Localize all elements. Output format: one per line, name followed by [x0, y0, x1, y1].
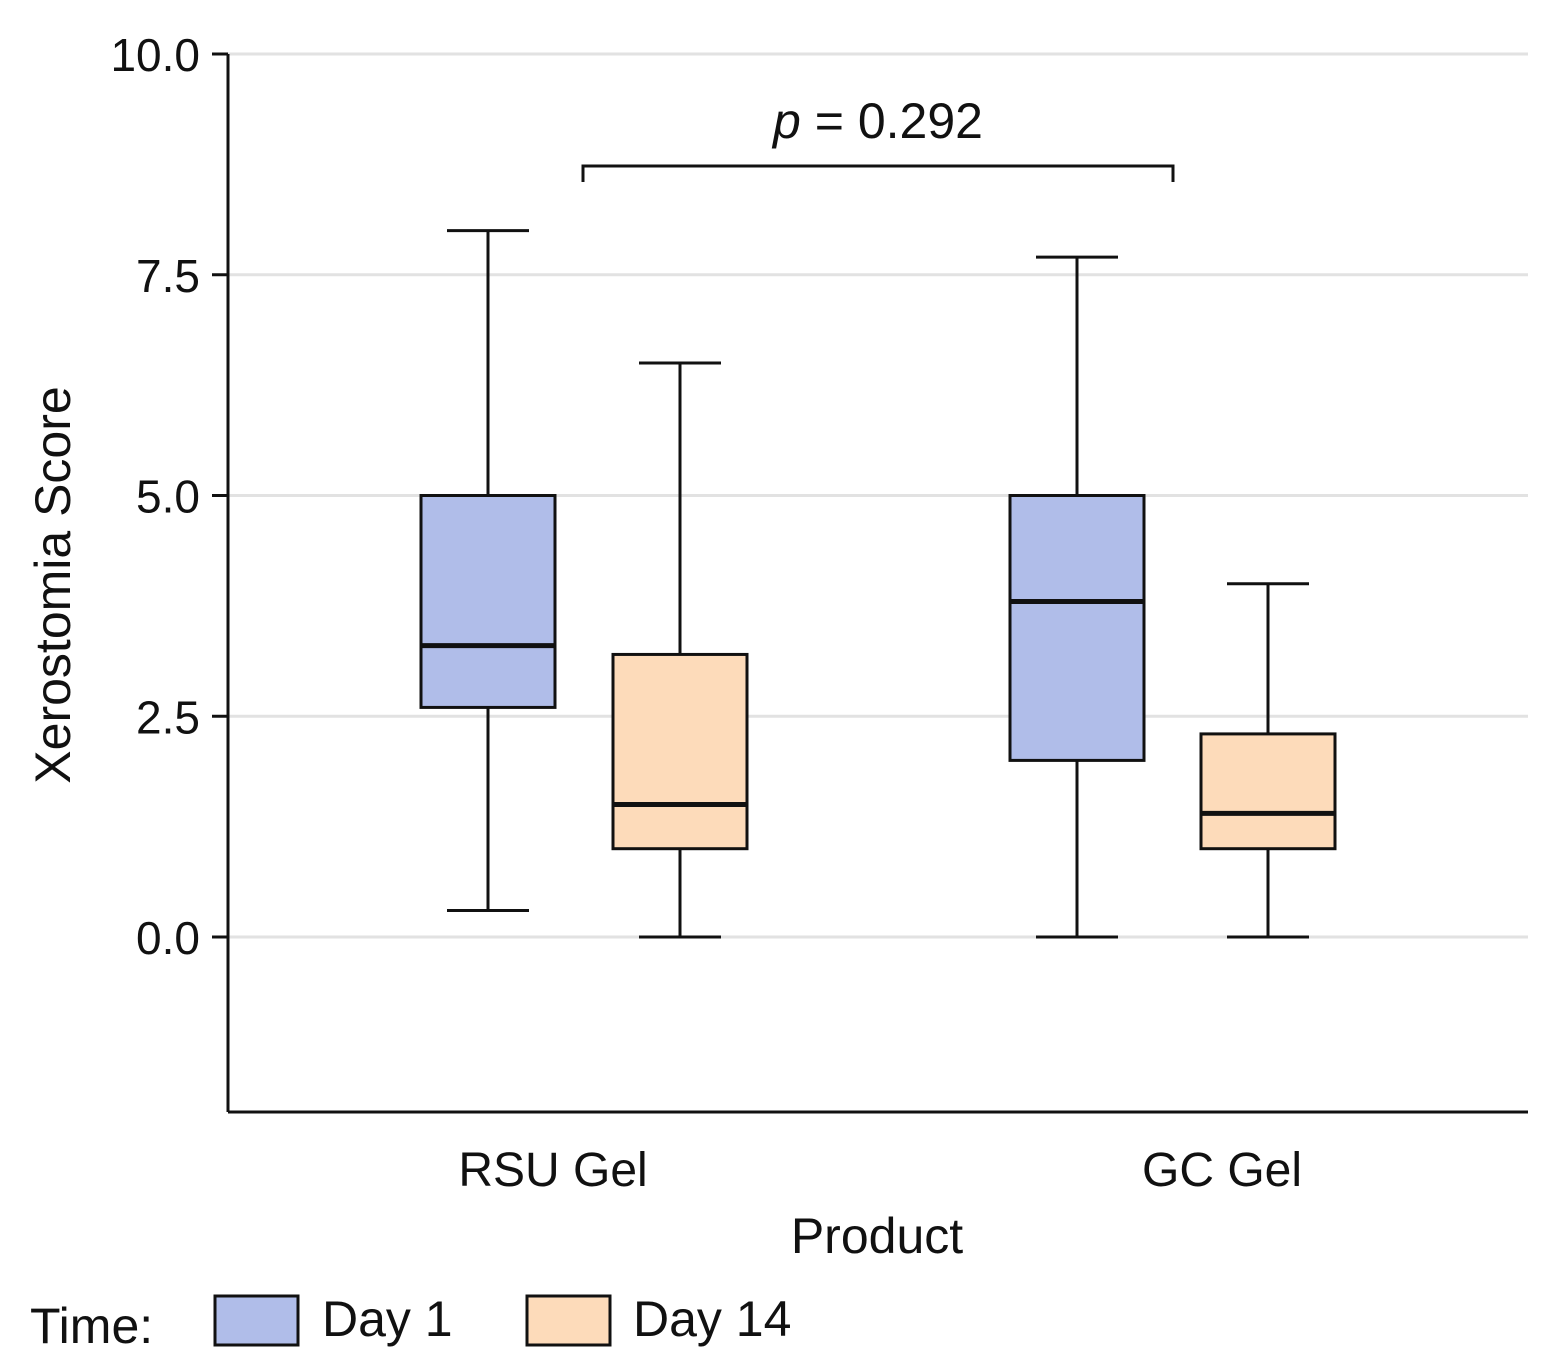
box-day1-1	[1008, 255, 1146, 939]
y-tick-label: 0.0	[136, 912, 200, 964]
iqr-box	[611, 652, 749, 851]
y-tick-label: 7.5	[136, 250, 200, 302]
legend: Time: Day 1 Day 14	[30, 1291, 791, 1354]
p-value-annotation: p = 0.292	[771, 93, 983, 149]
legend-label-day1: Day 1	[322, 1291, 453, 1347]
x-axis-label: Product	[791, 1208, 963, 1264]
box-day14-1	[1199, 582, 1337, 939]
y-tick-label: 2.5	[136, 691, 200, 743]
iqr-box	[419, 494, 557, 709]
p-symbol: p	[771, 93, 801, 149]
x-category-label-rsu: RSU Gel	[458, 1144, 647, 1197]
x-category-label-gc: GC Gel	[1142, 1144, 1302, 1197]
legend-swatch-day1	[213, 1294, 300, 1347]
y-ticks: 0.0 2.5 5.0 7.5 10.0	[110, 29, 228, 964]
box-day14-0	[611, 361, 749, 939]
legend-swatch-day14	[525, 1294, 612, 1347]
legend-label-day14: Day 14	[633, 1291, 791, 1347]
significance-bracket	[581, 164, 1175, 182]
p-value-text: = 0.292	[801, 93, 983, 149]
y-axis-label: Xerostomia Score	[25, 386, 81, 783]
box-day1-0	[419, 229, 557, 913]
y-tick-label: 5.0	[136, 471, 200, 523]
y-tick-label: 10.0	[110, 29, 200, 81]
iqr-box	[1199, 732, 1337, 851]
boxes	[419, 229, 1337, 939]
iqr-box	[1008, 494, 1146, 762]
legend-title: Time:	[30, 1298, 153, 1354]
